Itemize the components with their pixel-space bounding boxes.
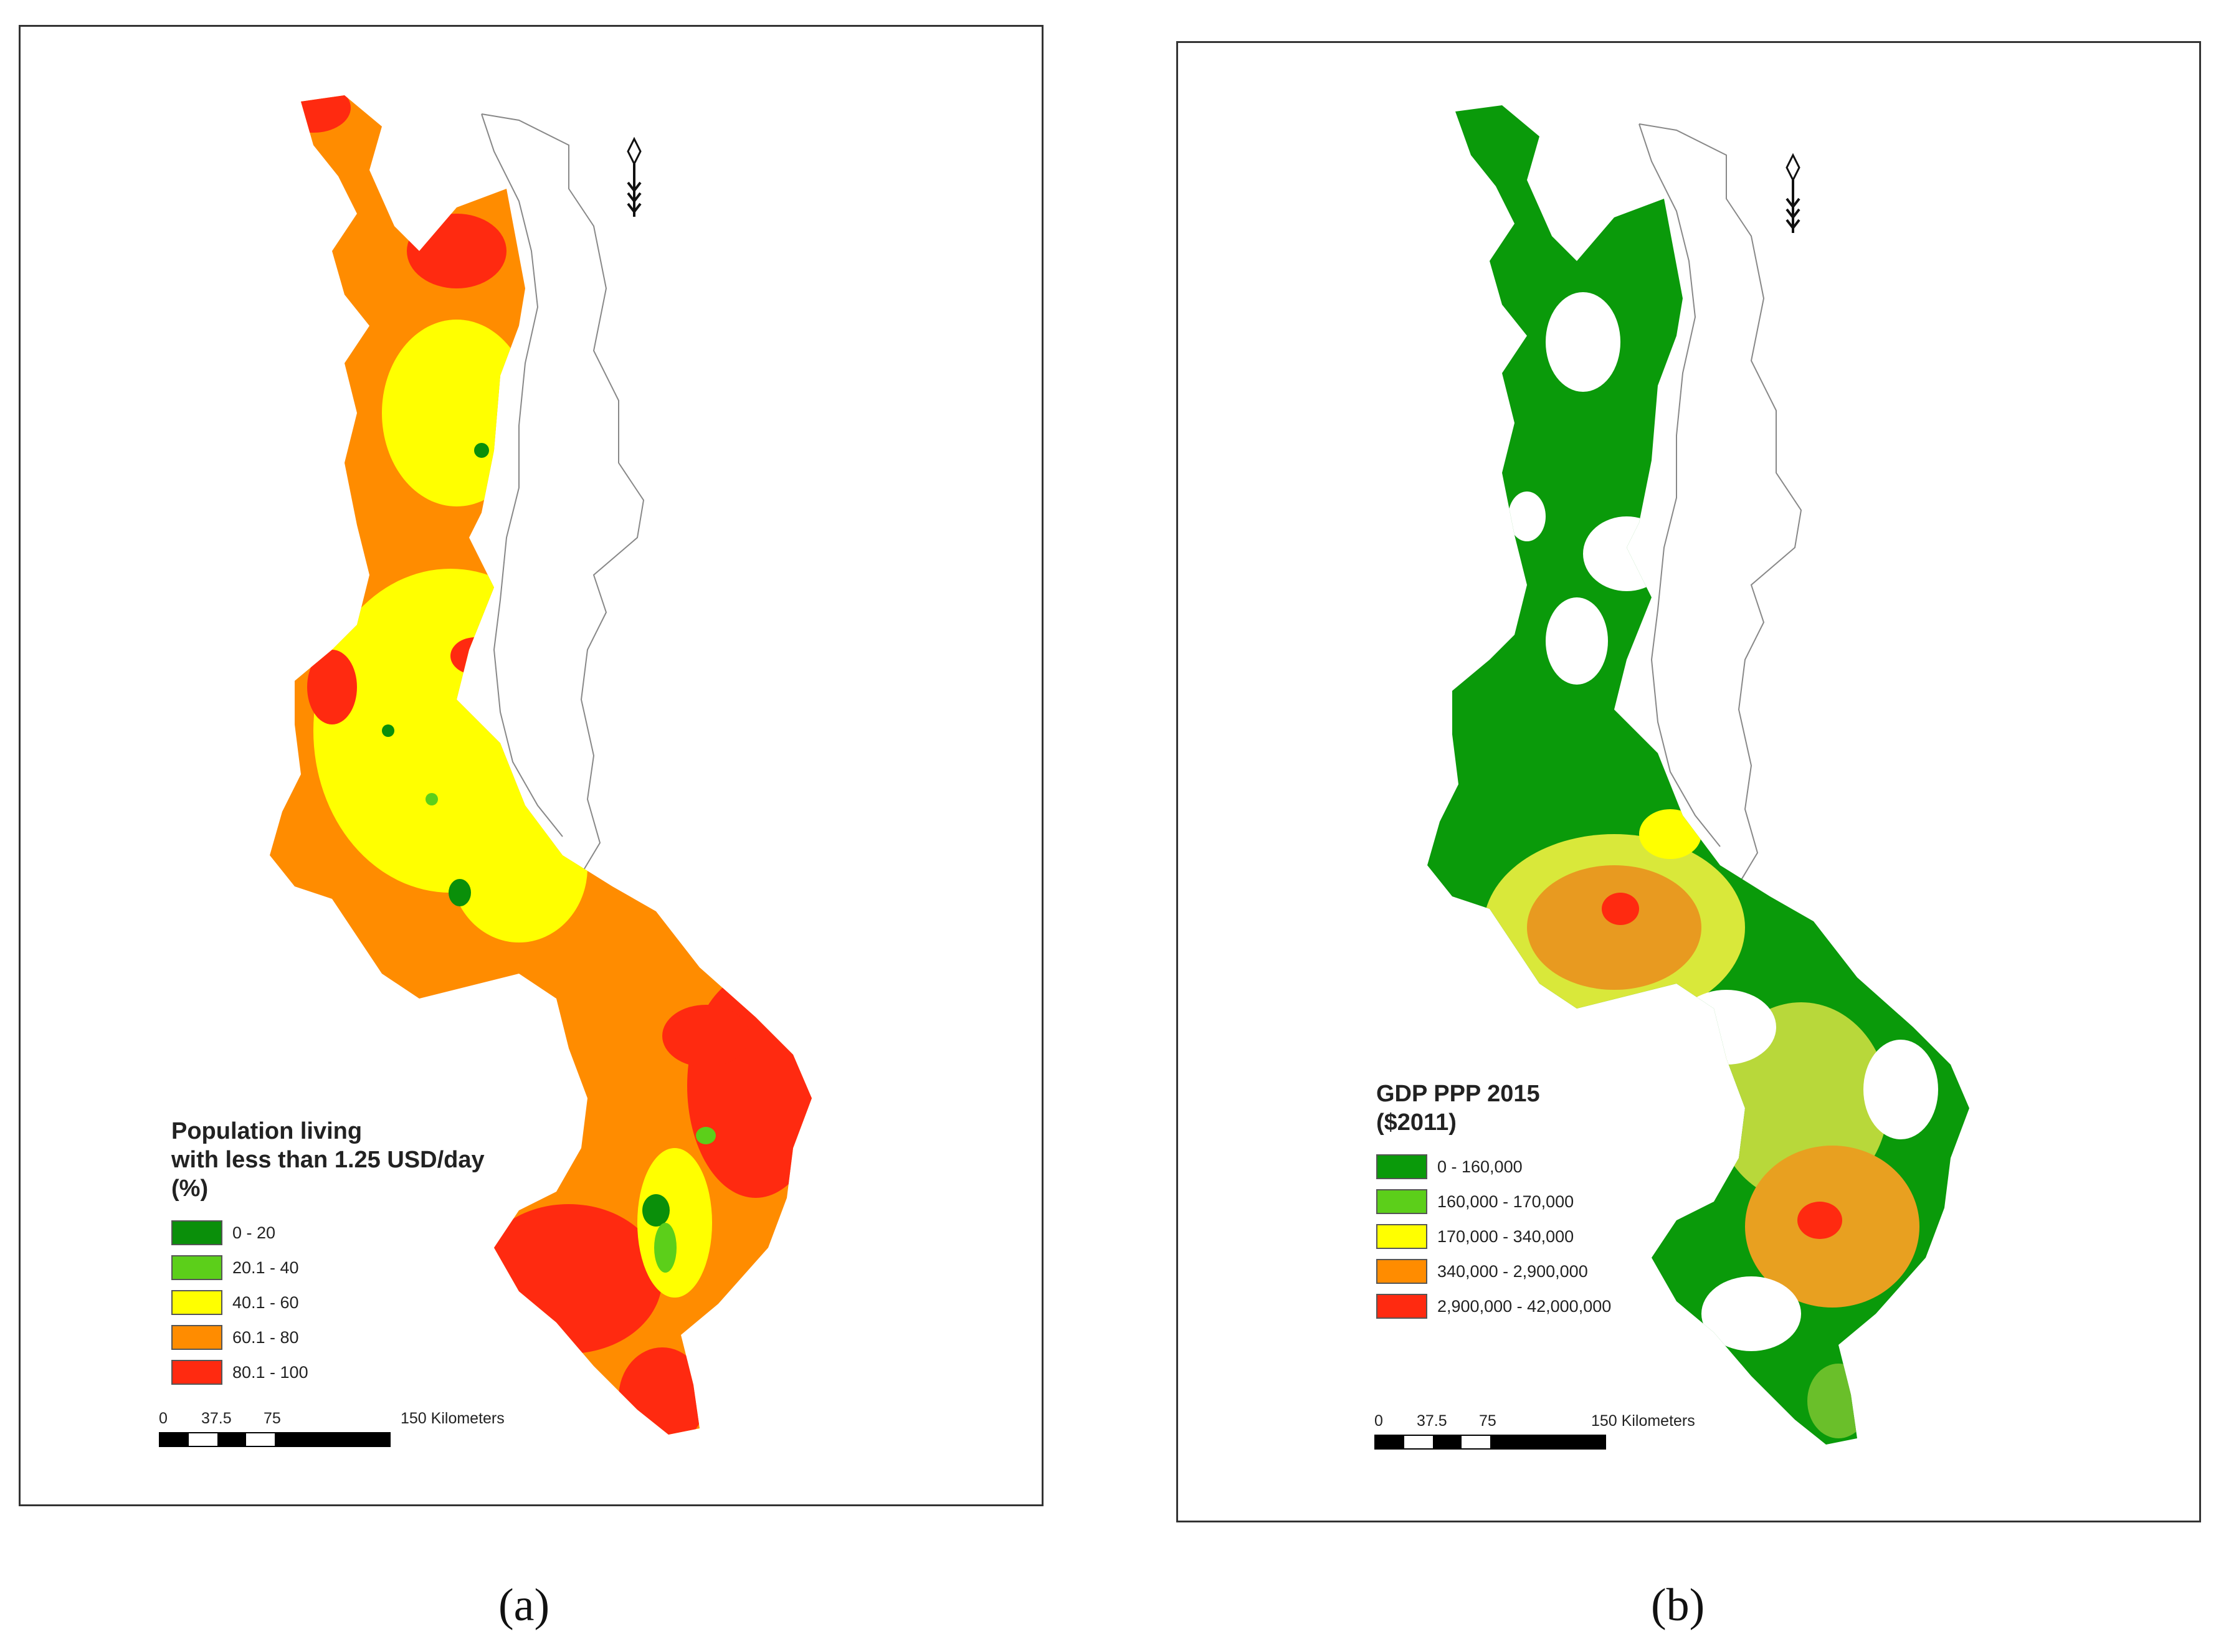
lake-malawi-outline <box>1638 123 1808 934</box>
scale-bar-b: 0 37.5 75 150 Kilometers <box>1374 1412 1810 1450</box>
scale-tick: 150 Kilometers <box>401 1410 505 1427</box>
legend-label: 0 - 20 <box>232 1223 276 1242</box>
legend-item: 0 - 20 <box>171 1215 485 1250</box>
legend-label: 170,000 - 340,000 <box>1437 1227 1574 1246</box>
legend-label: 60.1 - 80 <box>232 1327 299 1347</box>
legend-label: 2,900,000 - 42,000,000 <box>1437 1296 1612 1316</box>
legend-label: 340,000 - 2,900,000 <box>1437 1261 1588 1281</box>
legend-item: 0 - 160,000 <box>1376 1149 1611 1184</box>
legend-swatch <box>1376 1154 1427 1179</box>
lake-malawi-outline <box>481 113 650 924</box>
scale-tick: 37.5 <box>1417 1412 1447 1430</box>
legend-b: GDP PPP 2015 ($2011) 0 - 160,000 160,000… <box>1376 1080 1611 1324</box>
scale-bar-graphic <box>1374 1435 1606 1450</box>
scale-tick: 0 <box>1374 1412 1383 1430</box>
legend-label: 0 - 160,000 <box>1437 1157 1523 1176</box>
malawi-gdp-map <box>1427 105 1969 1445</box>
caption-b: (b) <box>1651 1580 1705 1631</box>
north-arrow-icon <box>627 136 642 217</box>
legend-title: Population living with less than 1.25 US… <box>171 1118 485 1202</box>
legend-swatch <box>1376 1259 1427 1284</box>
legend-label: 80.1 - 100 <box>232 1362 308 1382</box>
legend-label: 40.1 - 60 <box>232 1293 299 1312</box>
legend-swatch <box>171 1220 222 1245</box>
legend-swatch <box>171 1290 222 1315</box>
legend-a: Population living with less than 1.25 US… <box>171 1117 485 1390</box>
legend-swatch <box>171 1360 222 1385</box>
legend-swatch <box>1376 1189 1427 1214</box>
scale-tick: 150 Kilometers <box>1591 1412 1695 1430</box>
scale-bar-graphic <box>159 1432 391 1447</box>
scale-bar-a: 0 37.5 75 150 Kilometers <box>159 1410 595 1447</box>
legend-item: 60.1 - 80 <box>171 1320 485 1355</box>
scale-tick: 0 <box>159 1410 168 1427</box>
gdp-surface <box>1427 105 1969 1445</box>
legend-item: 170,000 - 340,000 <box>1376 1219 1611 1254</box>
legend-item: 340,000 - 2,900,000 <box>1376 1254 1611 1289</box>
legend-label: 160,000 - 170,000 <box>1437 1192 1574 1211</box>
legend-swatch <box>1376 1224 1427 1249</box>
legend-swatch <box>171 1325 222 1350</box>
legend-item: 40.1 - 60 <box>171 1285 485 1320</box>
legend-swatch <box>1376 1294 1427 1319</box>
scale-tick: 75 <box>264 1410 281 1427</box>
malawi-poverty-map <box>270 95 812 1435</box>
scale-tick: 37.5 <box>201 1410 232 1427</box>
legend-item: 160,000 - 170,000 <box>1376 1184 1611 1219</box>
legend-swatch <box>171 1255 222 1280</box>
legend-item: 20.1 - 40 <box>171 1250 485 1285</box>
map-panel-b: GDP PPP 2015 ($2011) 0 - 160,000 160,000… <box>1176 41 2201 1522</box>
caption-a: (a) <box>498 1580 550 1631</box>
legend-title: GDP PPP 2015 ($2011) <box>1376 1081 1540 1136</box>
map-panel-a: Population living with less than 1.25 US… <box>19 25 1044 1506</box>
legend-item: 80.1 - 100 <box>171 1355 485 1390</box>
north-arrow-icon <box>1786 153 1800 233</box>
legend-item: 2,900,000 - 42,000,000 <box>1376 1289 1611 1324</box>
scale-tick: 75 <box>1479 1412 1496 1430</box>
legend-label: 20.1 - 40 <box>232 1258 299 1277</box>
